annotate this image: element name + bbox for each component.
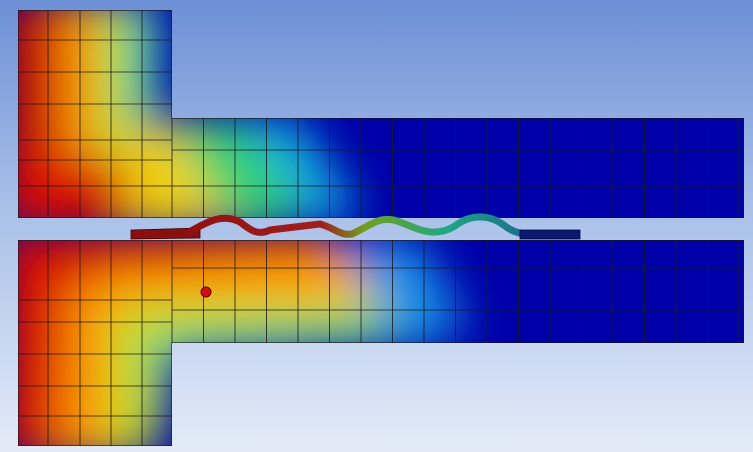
strip-wave xyxy=(183,213,546,239)
upper-mesh xyxy=(18,10,744,218)
lower-mesh xyxy=(18,240,744,446)
strip-flat-right xyxy=(519,229,581,240)
lower-block[interactable] xyxy=(0,230,744,452)
upper-block[interactable] xyxy=(0,0,744,230)
strip-flat-left xyxy=(130,227,201,240)
probe-marker-icon[interactable] xyxy=(200,286,212,298)
corrugated-strip[interactable] xyxy=(130,213,581,240)
